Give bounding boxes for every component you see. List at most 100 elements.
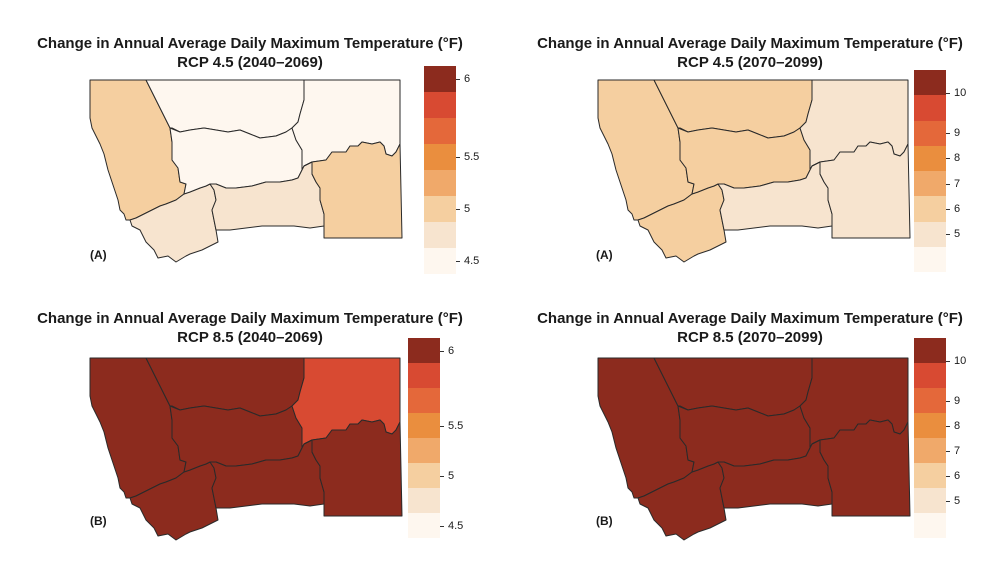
panel-title: Change in Annual Average Daily Maximum T… xyxy=(0,34,500,72)
legend-tick-label: 5 xyxy=(954,494,961,507)
legend-tick xyxy=(946,400,950,402)
legend-swatch xyxy=(408,338,440,363)
color-legend: 5 6 7 8 9 10 xyxy=(914,70,992,272)
panel-tag: (A) xyxy=(596,248,613,262)
legend-swatch xyxy=(914,246,946,272)
legend-swatch xyxy=(914,145,946,171)
region-southeast xyxy=(303,141,403,239)
legend-tick-label: 6 xyxy=(448,344,455,357)
panel-title-line1: Change in Annual Average Daily Maximum T… xyxy=(537,35,963,52)
legend-tick-label: 5.5 xyxy=(448,419,464,432)
legend-swatch xyxy=(914,363,946,388)
montana-regions-map xyxy=(89,79,403,263)
legend-swatch xyxy=(914,95,946,121)
legend-swatch xyxy=(914,413,946,438)
legend-swatch xyxy=(408,513,440,538)
panel-title-line1: Change in Annual Average Daily Maximum T… xyxy=(37,310,463,327)
legend-tick xyxy=(946,183,950,185)
legend-swatch xyxy=(424,118,456,144)
legend-swatch xyxy=(914,338,946,363)
panel-title-line2: RCP 8.5 (2040–2069) xyxy=(177,329,323,346)
legend-tick-label: 9 xyxy=(954,394,961,407)
legend-tick xyxy=(946,133,950,135)
region-southeast xyxy=(811,419,911,517)
legend-tick xyxy=(456,157,460,158)
color-legend: 4.5 5 5.5 6 xyxy=(408,338,486,538)
legend-tick xyxy=(946,360,950,362)
legend-tick-label: 7 xyxy=(954,177,961,190)
legend-swatch xyxy=(914,388,946,413)
legend-swatch xyxy=(914,171,946,197)
legend-swatch xyxy=(424,92,456,118)
legend-tick xyxy=(456,79,460,80)
legend-tick xyxy=(456,261,460,262)
panel-title-line2: RCP 4.5 (2070–2099) xyxy=(677,54,823,71)
legend-swatch xyxy=(408,413,440,438)
legend-swatch xyxy=(424,196,456,222)
legend-swatch xyxy=(424,144,456,170)
legend-tick xyxy=(946,425,950,427)
legend-tick-label: 5 xyxy=(954,228,961,241)
panel-title: Change in Annual Average Daily Maximum T… xyxy=(0,309,500,347)
color-legend: 4.5 5 5.5 6 xyxy=(424,66,502,274)
montana-regions-map xyxy=(597,79,911,263)
legend-tick xyxy=(456,209,460,210)
legend-tick-label: 6 xyxy=(464,73,471,85)
legend-tick-label: 6 xyxy=(954,469,961,482)
legend-tick-label: 5.5 xyxy=(464,151,480,163)
legend-swatch xyxy=(408,363,440,388)
legend-swatch xyxy=(914,488,946,513)
legend-tick xyxy=(440,350,444,352)
panel-title-line1: Change in Annual Average Daily Maximum T… xyxy=(37,35,463,52)
map-panel-rcp85-2070: Change in Annual Average Daily Maximum T… xyxy=(500,290,1000,580)
map-panel-rcp45-2070: Change in Annual Average Daily Maximum T… xyxy=(500,0,1000,290)
color-legend: 5 6 7 8 9 10 xyxy=(914,338,992,538)
legend-swatch xyxy=(914,513,946,538)
legend-tick-label: 10 xyxy=(954,354,967,367)
legend-tick-label: 8 xyxy=(954,152,961,165)
panel-tag: (A) xyxy=(90,248,107,262)
legend-tick-label: 6 xyxy=(954,202,961,215)
panel-tag: (B) xyxy=(596,514,613,528)
legend-tick xyxy=(440,475,444,477)
legend-swatch xyxy=(914,120,946,146)
legend-tick-label: 4.5 xyxy=(448,519,464,532)
panel-title-line1: Change in Annual Average Daily Maximum T… xyxy=(537,310,963,327)
legend-tick xyxy=(946,92,950,94)
panel-title-line2: RCP 4.5 (2040–2069) xyxy=(177,54,323,71)
legend-tick-label: 9 xyxy=(954,127,961,140)
panel-title: Change in Annual Average Daily Maximum T… xyxy=(500,34,1000,72)
legend-swatch xyxy=(408,438,440,463)
legend-tick-label: 8 xyxy=(954,419,961,432)
panel-title: Change in Annual Average Daily Maximum T… xyxy=(500,309,1000,347)
montana-regions-map xyxy=(597,357,911,541)
legend-swatch xyxy=(914,70,946,96)
region-southeast xyxy=(303,419,403,517)
legend-swatch xyxy=(914,196,946,222)
legend-swatch xyxy=(424,66,456,92)
legend-swatch xyxy=(424,170,456,196)
legend-tick xyxy=(946,158,950,160)
panel-title-line2: RCP 8.5 (2070–2099) xyxy=(677,329,823,346)
map-panel-rcp45-2040: Change in Annual Average Daily Maximum T… xyxy=(0,0,500,290)
legend-swatch xyxy=(914,463,946,488)
legend-tick-label: 4.5 xyxy=(464,255,480,267)
legend-tick xyxy=(946,475,950,477)
legend-swatch xyxy=(424,248,456,274)
legend-tick xyxy=(946,208,950,210)
legend-tick-label: 5 xyxy=(464,203,471,215)
legend-tick xyxy=(946,500,950,502)
legend-tick xyxy=(440,425,444,427)
region-southeast xyxy=(811,141,911,239)
legend-tick-label: 5 xyxy=(448,469,455,482)
map-panel-rcp85-2040: Change in Annual Average Daily Maximum T… xyxy=(0,290,500,580)
legend-swatch xyxy=(408,388,440,413)
legend-tick xyxy=(946,450,950,452)
legend-tick-label: 10 xyxy=(954,86,967,99)
legend-swatch xyxy=(408,488,440,513)
legend-swatch xyxy=(408,463,440,488)
legend-tick-label: 7 xyxy=(954,444,961,457)
legend-swatch xyxy=(914,221,946,247)
panel-tag: (B) xyxy=(90,514,107,528)
